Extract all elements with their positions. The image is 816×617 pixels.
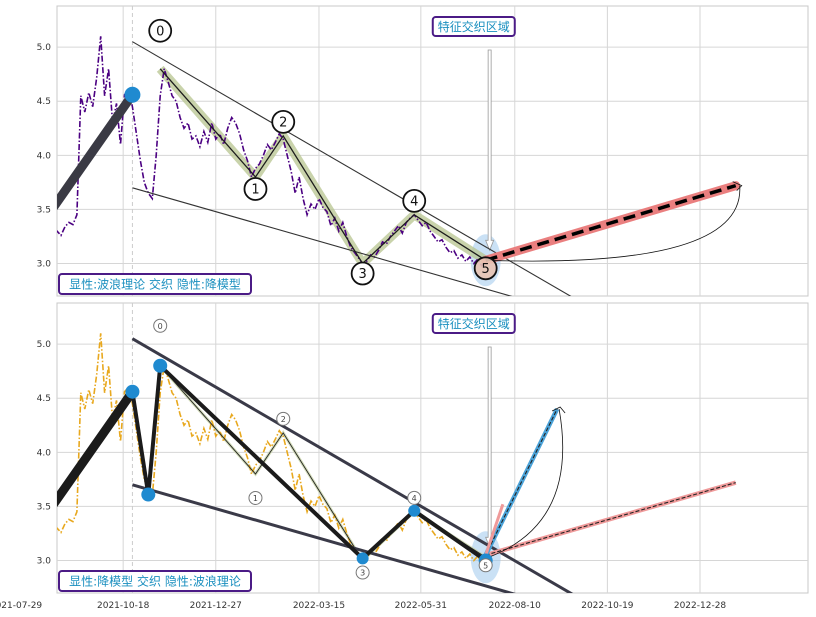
projection-arc [488,408,564,558]
impulse-marker [21,234,37,250]
feature-zone-box [431,16,516,37]
projection-blue-dashed [485,408,558,556]
wave-label-3: 3 [358,267,366,282]
projection-arc [485,185,741,262]
x-tick-label: 2022-08-10 [489,601,542,611]
x-tick-label: 2022-05-31 [395,601,447,611]
model-marker [408,504,421,517]
model-marker [22,532,36,546]
wave-label-circle [402,188,427,213]
x-tick-label: 2021-10-18 [97,601,150,611]
feature-zone-label: 特征交织区域 [438,19,510,34]
model-annotation-box [58,273,252,295]
x-tick-label: 2021-12-27 [190,601,242,611]
projection-arc-head [732,181,743,191]
wave-label-2: 2 [279,115,287,130]
model-marker [356,552,369,565]
y-tick-label: 3.5 [37,502,51,512]
wave-label-0: 0 [156,24,164,39]
plot-content: 0 1 2 3 4 5 [21,6,743,296]
model-annotation-box [58,570,252,592]
model-annotation-label: 显性:降模型 交织 隐性:波浪理论 [69,574,241,589]
x-tick-label: 2022-12-28 [674,601,727,611]
wave-label-4: 4 [410,194,418,209]
x-tick-label: 2022-03-15 [293,601,345,611]
impulse-bar [57,90,137,211]
projection-mixed-band [484,503,505,556]
y-tick-label: 5.0 [37,340,52,350]
model-impulse [57,387,137,508]
projection-red-dashed [485,482,736,556]
wave-label-5: 5 [483,561,488,570]
model-marker [153,358,168,373]
wave-label-5: 5 [482,262,490,277]
channel-line [131,337,574,593]
wave-label-3: 3 [360,569,365,578]
projection-dashed-line [485,183,737,262]
model-marker [141,487,156,502]
plot-content: 0 1 2 3 4 5 [22,303,737,593]
plot-frame [56,302,809,594]
y-tick-label: 4.0 [37,448,52,458]
y-tick-label: 4.0 [37,151,52,161]
wave-label-circle [276,411,291,426]
y-tick-label: 4.5 [37,97,51,107]
wave-label-0: 0 [158,322,163,331]
wave-label-fill [474,257,497,280]
channel-line [132,187,513,296]
impulse-marker [124,86,141,103]
wave-zigzag-line [159,68,487,265]
wave-label-4: 4 [412,494,417,503]
y-tick-label: 3.0 [37,557,52,567]
projection-arc-head [551,406,566,414]
wave-label-circle [243,177,268,201]
model-marker [125,384,140,399]
channel-line [132,483,516,593]
wave-label-circle [473,256,498,281]
wave-label-circle [355,565,370,580]
wave-label-circle [350,261,375,286]
y-tick-label: 3.5 [37,205,51,215]
wave-label-1: 1 [253,494,258,503]
feature-zone-box [431,313,516,334]
wave-label-1: 1 [251,182,259,197]
feature-zone-label: 特征交织区域 [438,316,510,331]
wave-label-circle [248,490,263,505]
wave-label-circle [407,490,422,505]
model-annotation-label: 显性:波浪理论 交织 隐性:降模型 [69,277,241,292]
y-tick-label: 5.0 [37,43,52,53]
y-tick-label: 4.5 [37,394,51,404]
wave-label-circle [271,109,296,134]
wave-label-circle [478,558,493,573]
x-axis: 2021-07-29 2021-10-18 2021-12-27 2022-03-15… [0,601,726,611]
y-tick-label: 3.0 [37,260,52,270]
x-tick-label: 2021-07-29 [0,601,42,611]
plot-frame [56,5,809,297]
wave-label-2: 2 [281,415,286,424]
x-tick-label: 2022-10-19 [581,601,634,611]
wave-label-circle [153,318,168,333]
wave-label-circle [148,18,173,43]
feature-arrow [485,49,495,252]
